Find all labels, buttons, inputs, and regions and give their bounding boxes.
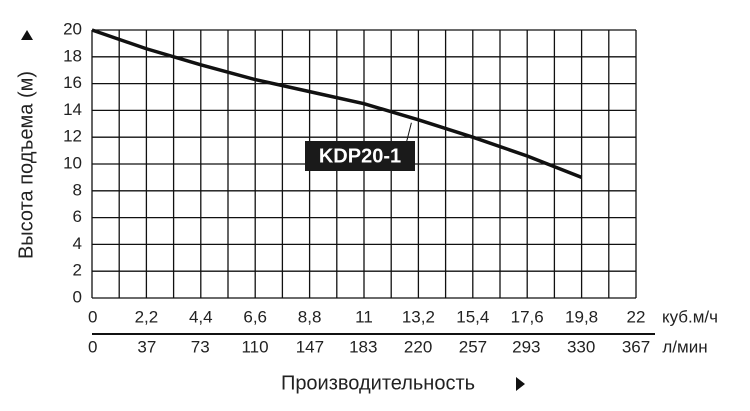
x-tick-label: 8,8: [298, 307, 322, 326]
x2-tick-label: 293: [512, 337, 540, 356]
x2-tick-label: 183: [349, 337, 377, 356]
series-label: KDP20-1: [319, 145, 401, 167]
x-tick-label: 17,6: [511, 307, 544, 326]
y-arrow: [21, 30, 33, 40]
x2-tick-label: 367: [622, 337, 650, 356]
x2-tick-label: 330: [567, 337, 595, 356]
x2-tick-label: 73: [191, 337, 210, 356]
x-arrow: [516, 377, 525, 391]
x-tick-label: 4,4: [189, 307, 213, 326]
y-tick-label: 10: [63, 153, 82, 172]
x2-tick-label: 220: [404, 337, 432, 356]
x-tick-label: 15,4: [456, 307, 489, 326]
label-box: [305, 141, 415, 171]
y-tick-label: 16: [63, 73, 82, 92]
x-tick-label: 11: [355, 307, 373, 326]
y-tick-label: 12: [63, 127, 82, 146]
x2-tick-label: 257: [459, 337, 487, 356]
x-axis-label: Производительность: [281, 372, 475, 394]
x2-tick-label: 0: [88, 337, 97, 356]
y-tick-label: 4: [73, 234, 82, 253]
x-unit: куб.м/ч: [662, 307, 718, 326]
x-tick-label: 22: [627, 307, 646, 326]
curve: [91, 28, 583, 180]
x2-tick-label: 147: [296, 337, 324, 356]
x-tick-label: 19,8: [565, 307, 598, 326]
x-tick-label: 0: [88, 307, 97, 326]
y-tick-label: 18: [63, 46, 82, 65]
x-tick-label: 2,2: [135, 307, 159, 326]
x-tick-label: 6,6: [243, 307, 267, 326]
y-axis-label: Высота подъема (м): [15, 71, 37, 259]
y-tick-label: 14: [63, 100, 82, 119]
y-tick-label: 0: [73, 287, 82, 306]
x2-unit: л/мин: [662, 337, 707, 356]
x2-tick-label: 110: [241, 337, 268, 356]
y-tick-label: 6: [73, 207, 82, 226]
y-tick-label: 8: [73, 180, 82, 199]
x-tick-label: 13,2: [402, 307, 435, 326]
y-tick-label: 2: [73, 261, 82, 280]
x2-tick-label: 37: [137, 337, 156, 356]
y-tick-label: 20: [63, 19, 82, 38]
